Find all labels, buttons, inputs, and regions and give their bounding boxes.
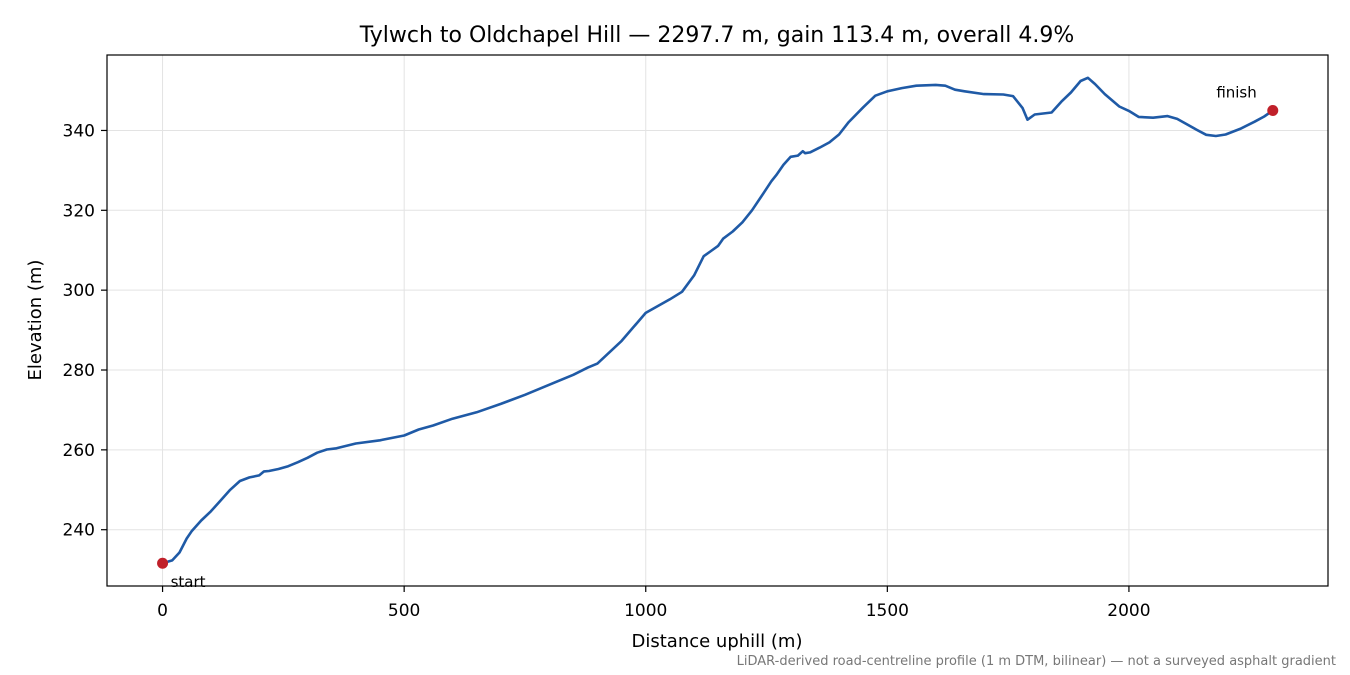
x-tick-label: 1500 [866,601,909,621]
x-tick-label: 0 [157,601,168,621]
finish-label: finish [1216,83,1256,101]
y-tick-label: 320 [63,201,95,221]
grid-lines [107,55,1328,586]
y-axis-ticks: 240 260 280 300 320 340 [63,121,107,541]
endpoint-markers: start finish [157,83,1279,591]
plot-area-frame [106,54,1329,587]
start-marker [157,557,169,569]
y-tick-label: 300 [63,281,95,301]
y-tick-label: 240 [63,521,95,541]
finish-marker [1267,104,1279,116]
elevation-series-line [161,76,1275,565]
chart-title: Tylwch to Oldchapel Hill — 2297.7 m, gai… [359,23,1075,48]
x-tick-label: 2000 [1107,601,1150,621]
y-axis-label: Elevation (m) [25,260,46,381]
x-axis-label: Distance uphill (m) [632,631,803,652]
y-tick-label: 260 [63,441,95,461]
x-tick-label: 500 [388,601,420,621]
footnote: LiDAR-derived road-centreline profile (1… [737,654,1336,669]
start-label: start [171,573,206,591]
x-axis-ticks: 0 500 1000 1500 2000 [157,586,1151,621]
x-tick-label: 1000 [624,601,667,621]
y-tick-label: 280 [63,361,95,381]
y-tick-label: 340 [63,121,95,141]
